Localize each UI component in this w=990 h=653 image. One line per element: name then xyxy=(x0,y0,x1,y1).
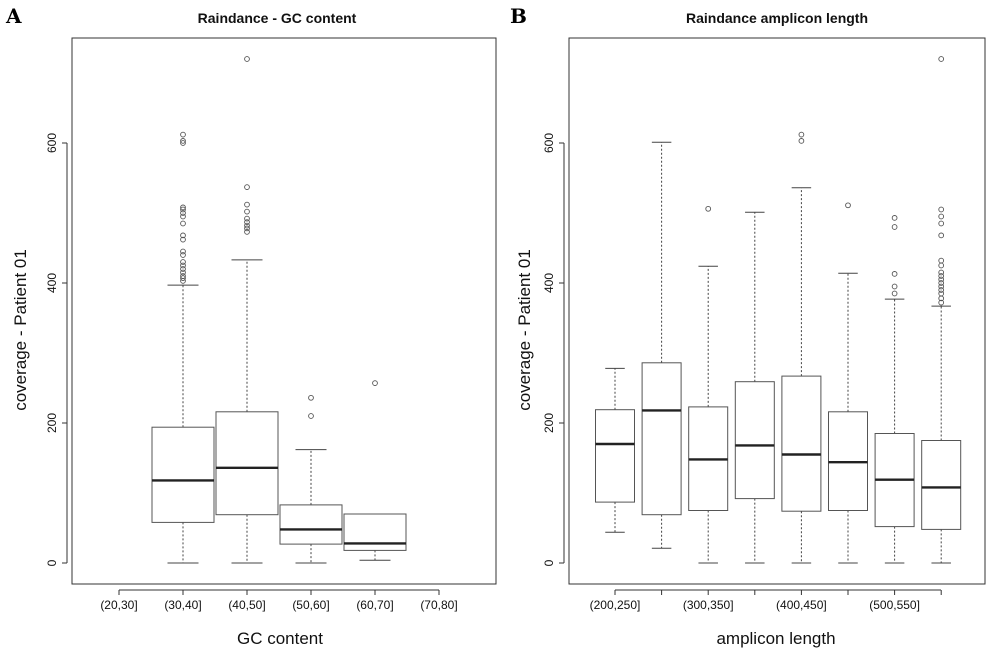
panel-b-outlier-point xyxy=(845,202,851,209)
panel-a-outlier-point xyxy=(180,262,186,269)
panel-b-marks: 0 200 400 600 (200,250] (300,350] (400,450] (50… xyxy=(542,56,962,612)
panel-b-outlier-point xyxy=(938,290,945,297)
panel-a-outlier-point xyxy=(180,206,186,213)
panel-a-title: Raindance - GC content xyxy=(198,10,357,26)
panel-a-outlier-point xyxy=(180,220,186,227)
panel-b-outlier-point xyxy=(938,269,945,276)
panel-a-outlier-point xyxy=(244,225,250,232)
panel-b-outlier-point xyxy=(938,257,945,264)
panel-a-outlier-point xyxy=(180,204,186,211)
panel-a-x-tick-label: (30,40] xyxy=(164,598,201,612)
panel-a-outlier-point xyxy=(372,380,378,386)
panel-b-outlier-point xyxy=(938,56,945,62)
panel-a-x-tick-label: (40,50] xyxy=(228,598,265,612)
panel-a-letter: A xyxy=(5,4,22,28)
panel-a-outlier-point xyxy=(180,131,186,138)
panel-a-outlier-point xyxy=(244,215,250,222)
panel-b-outlier-point xyxy=(938,213,945,220)
panel-b-outlier-point xyxy=(798,131,805,138)
panel-b-outlier-point xyxy=(798,138,805,144)
panel-b-outlier-point xyxy=(891,290,898,297)
panel-a-outlier-point xyxy=(180,275,186,281)
panel-a-outlier-point xyxy=(180,269,186,276)
panel-b-outlier-point xyxy=(891,224,898,230)
panel-b-y-tick-label: 400 xyxy=(542,273,556,293)
panel-a-box xyxy=(215,411,279,516)
panel-b-box xyxy=(734,381,775,500)
panel-b-outlier-point xyxy=(938,287,945,293)
panel-a-y-tick-label: 400 xyxy=(45,273,59,293)
panel-a-outlier-point xyxy=(244,208,250,215)
panel-b-title: Raindance amplicon length xyxy=(686,10,868,26)
panel-b: B Raindance amplicon length amplicon len… xyxy=(510,4,986,648)
panel-a-y-tick-label: 600 xyxy=(45,133,59,153)
panel-b-letter: B xyxy=(510,4,527,28)
panel-a-box xyxy=(279,504,343,545)
panel-a-outlier-point xyxy=(180,252,186,258)
panel-b-x-tick-label: (200,250] xyxy=(590,598,641,612)
panel-b-outlier-point xyxy=(938,206,945,213)
panel-a-outlier-point xyxy=(180,140,186,146)
panel-a-box xyxy=(151,426,215,523)
panel-b-outlier-point xyxy=(938,299,945,306)
panel-b-x-tick-label: (500,550] xyxy=(869,598,920,612)
panel-a-outlier-point xyxy=(308,413,314,419)
panel-a-outlier-point xyxy=(180,210,186,216)
panel-a-outlier-point xyxy=(180,232,186,239)
panel-b-y-tick-label: 200 xyxy=(542,413,556,433)
panel-b-box xyxy=(921,440,962,530)
panel-a-outlier-point xyxy=(308,394,314,401)
panel-b-outlier-point xyxy=(891,271,898,277)
panel-a-x-tick-label: (60,70] xyxy=(356,598,393,612)
panel-b-outlier-point xyxy=(938,273,945,279)
panel-a-outlier-point xyxy=(244,229,250,235)
panel-b-outlier-point xyxy=(938,280,945,286)
panel-a-outlier-point xyxy=(180,266,186,272)
panel-a: A Raindance - GC content GC content cove… xyxy=(5,4,497,648)
panel-a-y-tick-label: 200 xyxy=(45,413,59,433)
panel-a-outlier-point xyxy=(180,273,186,279)
panel-b-box xyxy=(641,362,682,516)
panel-a-outlier-point xyxy=(244,201,250,208)
panel-b-plot-frame xyxy=(568,37,986,585)
panel-a-outlier-point xyxy=(244,184,250,190)
panel-a-marks: 0 200 400 600 (20,30] (30,40] (40,50] (50,60] (6… xyxy=(45,56,458,612)
panel-b-x-axis-label: amplicon length xyxy=(716,629,835,648)
panel-a-y-tick-label: 0 xyxy=(45,559,59,566)
panel-b-x-tick-label: (400,450] xyxy=(776,598,827,612)
panel-a-x-axis-label: GC content xyxy=(237,629,323,648)
panel-b-y-tick-label: 0 xyxy=(542,559,556,566)
panel-a-plot-frame xyxy=(71,37,497,585)
panel-a-outlier-point xyxy=(244,219,250,225)
panel-a-x-tick-label: (20,30] xyxy=(100,598,137,612)
panel-a-outlier-point xyxy=(180,236,186,243)
panel-a-y-axis-label: coverage - Patient 01 xyxy=(11,249,30,411)
panel-b-box xyxy=(595,409,635,503)
panel-a-outlier-point xyxy=(180,259,186,265)
panel-b-y-axis-label: coverage - Patient 01 xyxy=(515,249,534,411)
panel-b-outlier-point xyxy=(938,232,945,239)
panel-b-outlier-point xyxy=(891,215,898,221)
panel-b-outlier-point xyxy=(938,283,945,290)
panel-a-outlier-point xyxy=(244,222,250,229)
panel-a-outlier-point xyxy=(180,248,186,255)
panel-b-outlier-point xyxy=(938,262,945,269)
panel-a-outlier-point xyxy=(244,56,250,62)
panel-a-x-tick-label: (50,60] xyxy=(292,598,329,612)
panel-a-box xyxy=(343,513,407,551)
panel-a-x-tick-label: (70,80] xyxy=(420,598,457,612)
panel-b-outlier-point xyxy=(938,220,945,227)
panel-b-outlier-point xyxy=(891,283,898,290)
panel-b-x-tick-label: (300,350] xyxy=(683,598,734,612)
panel-b-outlier-point xyxy=(705,205,712,212)
panel-b-box xyxy=(781,375,822,512)
panel-a-outlier-point xyxy=(180,213,186,220)
panel-a-outlier-point xyxy=(180,138,186,144)
panel-b-y-tick-label: 600 xyxy=(542,133,556,153)
panel-b-outlier-point xyxy=(938,276,945,283)
